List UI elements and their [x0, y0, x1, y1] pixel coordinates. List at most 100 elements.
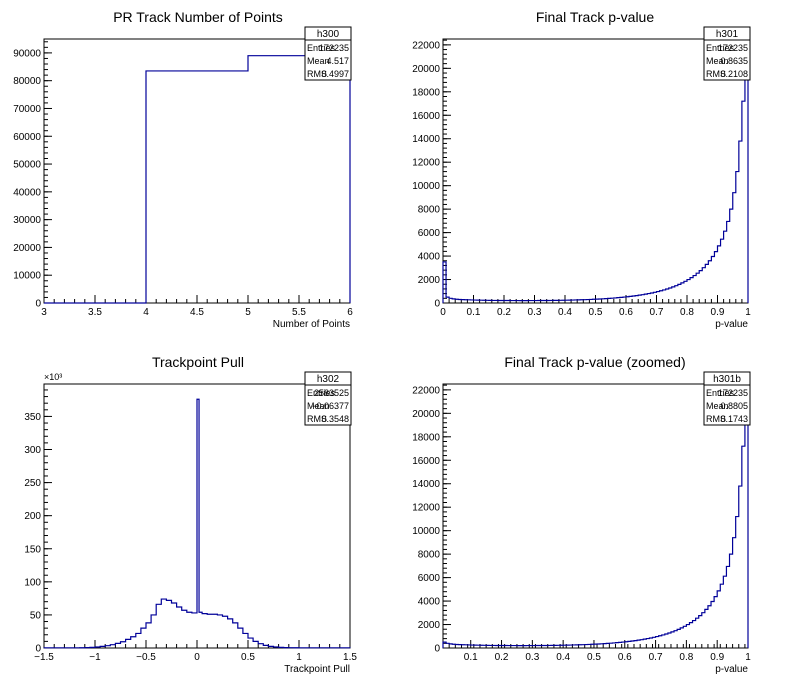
y-tick-label: 30000	[13, 215, 41, 226]
y-tick-label: 20000	[412, 64, 440, 75]
chart-title: Trackpoint Pull	[152, 354, 244, 370]
x-tick-label: 1	[296, 652, 302, 663]
stats-histogram-name: h301b	[713, 374, 741, 385]
y-axis-exponent: ×10³	[44, 372, 62, 382]
x-axis-label: p-value	[715, 664, 748, 675]
x-tick-label: 0.7	[649, 652, 663, 663]
y-tick-label: 10000	[412, 181, 440, 192]
stats-box: h302 Entries 2583525 Mean −0.06377 RMS 0…	[304, 371, 352, 426]
panel-final-track-p-value-zoomed: Final Track p-value (zoomed) 0.1 0.2 0.3 0.…	[412, 354, 751, 675]
x-tick-label: 3	[41, 307, 47, 318]
stats-entries-label: Entries	[307, 388, 336, 398]
y-tick-label: 22000	[412, 385, 440, 396]
y-tick-label: 14000	[412, 134, 440, 145]
y-tick-label: 150	[24, 544, 41, 555]
x-tick-label: 0.5	[241, 652, 255, 663]
y-tick-label: 250	[24, 478, 41, 489]
histogram-series	[442, 47, 749, 303]
stats-mean-label: Mean	[706, 56, 729, 66]
x-tick-label: 0.2	[497, 307, 511, 318]
y-tick-label: 60000	[13, 132, 41, 143]
stats-mean-value: 4.517	[326, 56, 349, 66]
chart-title: Final Track p-value (zoomed)	[504, 354, 685, 370]
stats-rms-label: RMS	[706, 414, 726, 424]
y-tick-label: 70000	[13, 104, 41, 115]
x-tick-label: 6	[347, 307, 353, 318]
stats-mean-value: 0.8805	[720, 401, 748, 411]
x-tick-label: 0.8	[680, 307, 694, 318]
stats-rms-label: RMS	[706, 69, 726, 79]
y-tick-label: 12000	[412, 503, 440, 514]
stats-entries-label: Entries	[706, 388, 735, 398]
y-tick-label: 90000	[13, 48, 41, 59]
y-tick-label: 50	[30, 610, 42, 621]
x-tick-label: 0.3	[525, 652, 539, 663]
y-tick-label: 18000	[412, 87, 440, 98]
x-tick-label: 0	[194, 652, 200, 663]
stats-box: h300 Entries 172235 Mean 4.517 RMS 0.499…	[304, 26, 352, 81]
panel-final-track-p-value: Final Track p-value 0 0.1 0.2 0.3 0.4 0.5 0.6 0…	[412, 9, 751, 330]
stats-box: h301b Entries 172235 Mean 0.8805 RMS 0.1…	[703, 371, 751, 426]
plot-area: 0 0.1 0.2 0.3 0.4 0.5 0.6 0.7 0.8 0.9 1 0 2000 4000 60…	[412, 38, 751, 318]
x-axis-label: Number of Points	[273, 319, 350, 330]
y-tick-label: 2000	[418, 275, 441, 286]
y-tick-label: 80000	[13, 76, 41, 87]
histogram-series	[442, 392, 749, 648]
stats-entries-value: 172235	[718, 43, 748, 53]
x-tick-label: 4	[143, 307, 149, 318]
x-tick-label: 5.5	[292, 307, 306, 318]
x-tick-label: 5	[245, 307, 251, 318]
y-tick-label: 50000	[13, 160, 41, 171]
y-tick-label: 20000	[13, 243, 41, 254]
x-tick-label: 0.5	[587, 652, 601, 663]
chart-title: Final Track p-value	[536, 9, 654, 25]
stats-mean-label: Mean	[307, 56, 330, 66]
x-tick-label: 0.7	[650, 307, 664, 318]
stats-mean-label: Mean	[307, 401, 330, 411]
stats-rms-value: 0.4997	[321, 69, 349, 79]
y-tick-label: 10000	[412, 526, 440, 537]
y-tick-label: 4000	[418, 252, 441, 263]
stats-rms-value: 0.1743	[720, 414, 748, 424]
stats-mean-value: 0.8635	[720, 56, 748, 66]
x-tick-label: 0.9	[711, 307, 725, 318]
x-tick-label: 0.3	[528, 307, 542, 318]
y-tick-label: 0	[434, 299, 440, 310]
x-tick-label: 1.5	[343, 652, 357, 663]
y-tick-label: 18000	[412, 432, 440, 443]
y-tick-label: 22000	[412, 40, 440, 51]
plot-area: 3 3.5 4 4.5 5 5.5 6 0 10000 20000 30000 40000 50000 6…	[13, 38, 353, 318]
x-tick-label: 0.4	[558, 307, 572, 318]
y-tick-label: 8000	[418, 550, 441, 561]
x-tick-label: 0.2	[495, 652, 509, 663]
x-tick-label: 0.6	[619, 307, 633, 318]
plot-area: 0.1 0.2 0.3 0.4 0.5 0.6 0.7 0.8 0.9 1 0 2000 4000 600…	[412, 383, 751, 663]
x-axis-label: Trackpoint Pull	[284, 664, 350, 675]
y-tick-label: 350	[24, 412, 41, 423]
stats-mean-value: −0.06377	[311, 401, 349, 411]
x-tick-label: 0.6	[618, 652, 632, 663]
stats-rms-value: 0.2108	[720, 69, 748, 79]
stats-histogram-name: h301	[716, 29, 739, 40]
x-tick-label: 0.8	[679, 652, 693, 663]
stats-rows-cell	[304, 39, 352, 81]
y-tick-label: 0	[35, 299, 41, 310]
stats-entries-value: 2583525	[314, 388, 349, 398]
chart-title: PR Track Number of Points	[113, 9, 283, 25]
stats-histogram-name: h302	[317, 374, 340, 385]
y-tick-label: 6000	[418, 573, 441, 584]
y-tick-label: 300	[24, 445, 41, 456]
y-tick-label: 0	[35, 644, 41, 655]
y-tick-label: 16000	[412, 111, 440, 122]
x-tick-label: 0.1	[464, 652, 478, 663]
stats-box: h301 Entries 172235 Mean 0.8635 RMS 0.21…	[703, 26, 751, 81]
plot-area: −1.5 −1 −0.5 0 0.5 1 1.5 0 50 100 150 200 250 300 350	[24, 383, 357, 663]
y-tick-label: 8000	[418, 205, 441, 216]
panel-pr-track-points: PR Track Number of Points 3 3.5 4 4.5 5 5.5 60…	[13, 9, 353, 330]
x-tick-label: −0.5	[136, 652, 156, 663]
panel-trackpoint-pull: Trackpoint Pull ×10³ −1.5 −1 −0.5 0 0.5 1 1.5 0…	[24, 354, 357, 675]
stats-histogram-name: h300	[317, 29, 340, 40]
y-tick-label: 16000	[412, 456, 440, 467]
